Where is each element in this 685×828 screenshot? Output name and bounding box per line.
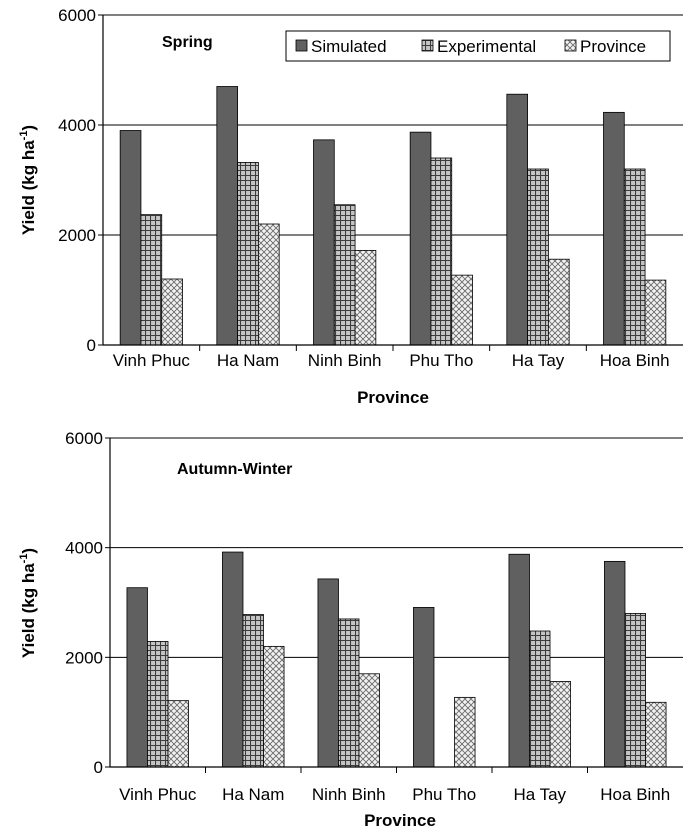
x-tick-label: Ha Nam <box>217 351 279 370</box>
bar-simulated-ha-nam <box>222 551 244 768</box>
bar-simulated-hoa-binh <box>604 560 626 768</box>
legend-swatch-experimental <box>421 39 434 52</box>
x-tick-label: Hoa Binh <box>600 351 670 370</box>
panel-title: Autumn-Winter <box>177 461 292 478</box>
y-tick-label: 2000 <box>58 226 96 245</box>
bar-province-ha-nam <box>263 645 285 768</box>
bar-experimental-ha-tay <box>529 630 551 768</box>
y-axis-title: Yield (kg ha-1) <box>18 125 38 235</box>
bar-province-ha-tay <box>549 681 571 768</box>
y-axis-title: Yield (kg ha-1) <box>18 548 38 658</box>
bar-province-phu-tho <box>454 696 476 768</box>
bar-experimental-phu-tho <box>430 157 453 346</box>
bar-province-vinh-phuc <box>161 278 183 346</box>
y-axis-title-close: ) <box>19 548 38 554</box>
bar-experimental-ha-tay <box>527 168 549 346</box>
x-tick-label: Ha Nam <box>222 785 284 804</box>
x-tick-label: Vinh Phuc <box>119 785 197 804</box>
y-axis-title-sup: -1 <box>18 131 30 141</box>
bar-experimental-hoa-binh <box>624 613 646 768</box>
legend-label-simulated: Simulated <box>311 37 387 56</box>
bar-experimental-vinh-phuc <box>147 641 169 768</box>
gridlines <box>103 14 683 236</box>
bar-simulated-ha-nam <box>216 86 239 346</box>
bar-simulated-ha-tay <box>508 553 530 768</box>
y-tick-label: 4000 <box>65 539 103 558</box>
legend-box <box>285 30 671 62</box>
y-tick-label: 2000 <box>65 648 103 667</box>
bar-province-phu-tho <box>451 274 473 346</box>
bar-simulated-ha-tay <box>506 93 529 346</box>
bar-province-ninh-binh <box>354 249 377 346</box>
bar-simulated-hoa-binh <box>603 111 625 346</box>
panel-title: Spring <box>162 34 213 51</box>
y-axis-title-main: Yield (kg ha <box>19 563 38 658</box>
bar-simulated-ninh-binh <box>313 139 335 346</box>
bar-province-ninh-binh <box>358 673 380 768</box>
gridlines <box>110 437 683 658</box>
bar-experimental-hoa-binh <box>623 168 646 346</box>
y-axis-title-main: Yield (kg ha <box>19 140 38 235</box>
bar-province-ha-tay <box>547 258 570 346</box>
x-axis-title: Province <box>357 388 429 407</box>
bar-province-hoa-binh <box>645 701 667 768</box>
bar-experimental-ninh-binh <box>338 618 360 768</box>
y-tick-label: 6000 <box>58 6 96 25</box>
x-tick-label: Ninh Binh <box>312 785 386 804</box>
bar-experimental-ninh-binh <box>333 204 356 346</box>
bars <box>119 86 667 346</box>
x-axis-title: Province <box>364 811 436 828</box>
autumn-winter-chart-panel: Autumn-Winter Province Yield (kg ha-1) 0… <box>18 429 683 828</box>
y-tick-label: 6000 <box>65 429 103 448</box>
y-tick-label: 4000 <box>58 116 96 135</box>
legend-swatch-simulated <box>295 39 308 52</box>
y-tick-label: 0 <box>94 758 103 777</box>
legend-swatch-province <box>564 39 577 52</box>
bars <box>126 551 667 768</box>
y-axis-title-sup: -1 <box>18 554 30 564</box>
x-tick-label: Ha Tay <box>513 785 566 804</box>
legend-label-experimental: Experimental <box>437 37 536 56</box>
bar-simulated-vinh-phuc <box>119 130 142 346</box>
spring-chart-panel: Spring Province Yield (kg ha-1) 0 2000 400… <box>18 6 683 407</box>
legend: Simulated Experimental Province <box>285 30 671 62</box>
bar-simulated-phu-tho <box>413 607 435 768</box>
x-tick-label: Phu Tho <box>412 785 476 804</box>
x-tick-label: Ha Tay <box>512 351 565 370</box>
x-tick-label: Ninh Binh <box>308 351 382 370</box>
legend-label-province: Province <box>580 37 646 56</box>
bar-experimental-ha-nam <box>237 161 259 346</box>
bar-province-hoa-binh <box>644 279 667 346</box>
bar-simulated-ninh-binh <box>317 578 339 768</box>
bar-experimental-vinh-phuc <box>140 214 163 346</box>
x-tick-label: Vinh Phuc <box>113 351 191 370</box>
bar-simulated-phu-tho <box>409 131 432 346</box>
bar-province-vinh-phuc <box>167 700 189 768</box>
x-tick-label: Hoa Binh <box>600 785 670 804</box>
x-tick-label: Phu Tho <box>409 351 473 370</box>
bar-province-ha-nam <box>257 223 280 346</box>
bar-experimental-ha-nam <box>242 614 264 768</box>
y-axis-title-close: ) <box>19 125 38 131</box>
y-tick-label: 0 <box>87 336 96 355</box>
bar-simulated-vinh-phuc <box>126 587 148 768</box>
